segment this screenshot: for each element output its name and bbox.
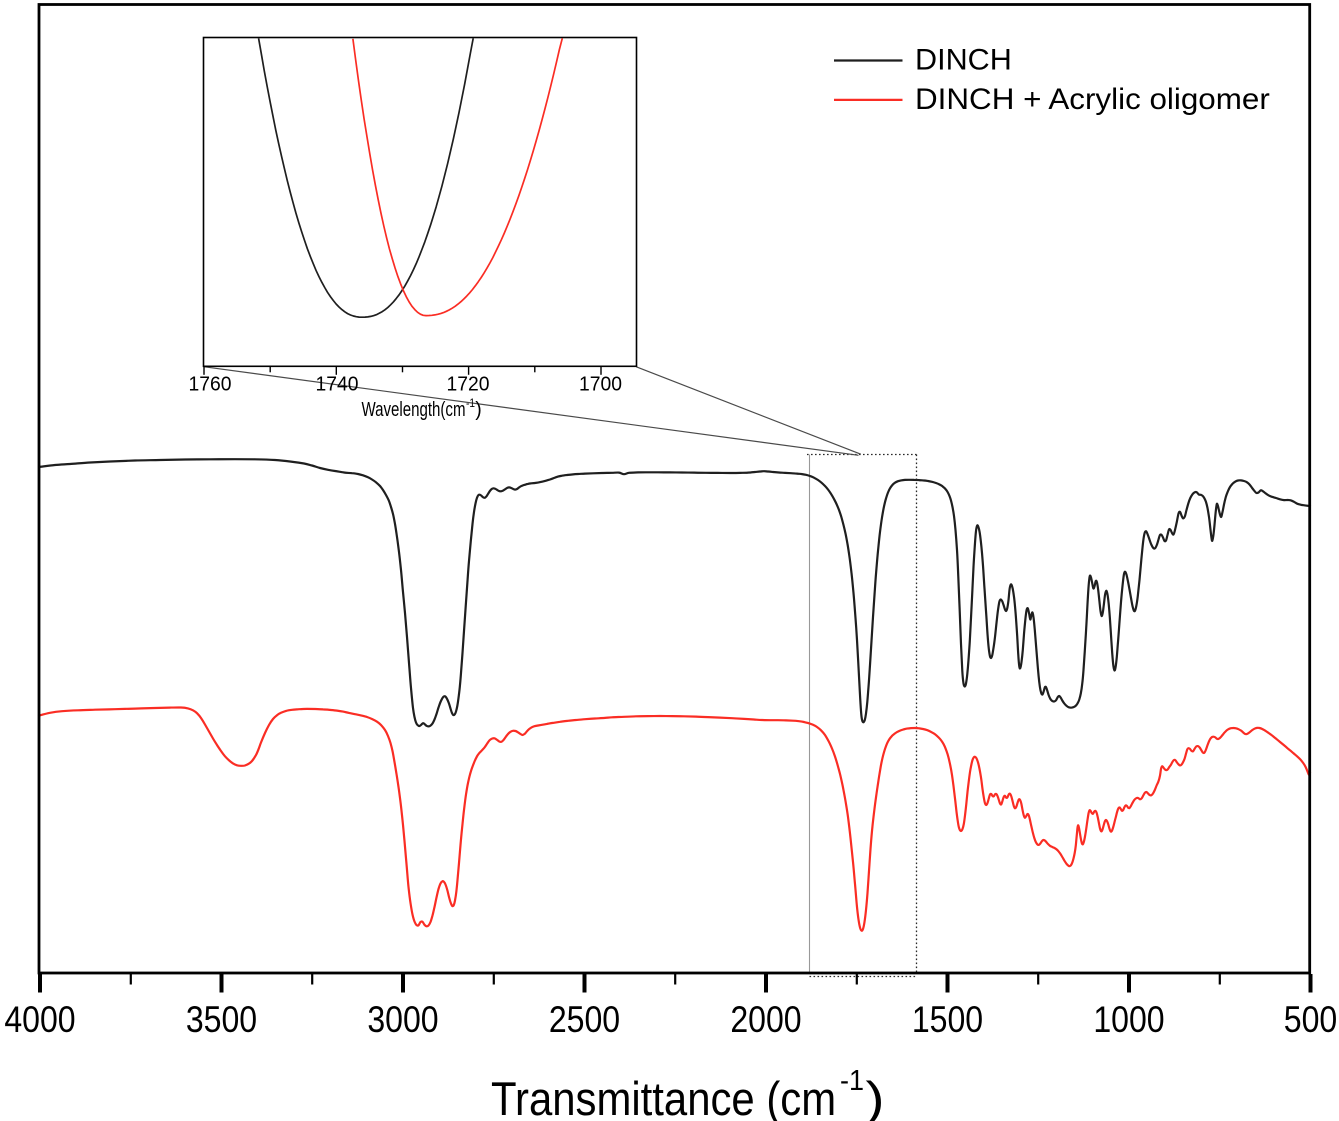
svg-text:3500: 3500 — [186, 998, 257, 1040]
svg-text:-1: -1 — [466, 396, 475, 410]
svg-text:4000: 4000 — [4, 998, 75, 1040]
svg-text:2500: 2500 — [549, 998, 620, 1040]
svg-text:-1: -1 — [840, 1065, 864, 1097]
svg-text:500: 500 — [1284, 998, 1338, 1040]
svg-text:1000: 1000 — [1093, 998, 1164, 1040]
svg-text:): ) — [866, 1073, 885, 1121]
svg-text:3000: 3000 — [367, 998, 438, 1040]
svg-text:Transmittance (cm: Transmittance (cm — [491, 1073, 836, 1121]
svg-text:1700: 1700 — [579, 373, 622, 396]
svg-text:DINCH + Acrylic oligomer: DINCH + Acrylic oligomer — [915, 83, 1270, 116]
svg-text:Wavelength(cm: Wavelength(cm — [362, 399, 466, 421]
svg-text:DINCH: DINCH — [915, 44, 1012, 77]
svg-text:): ) — [475, 399, 482, 421]
svg-text:1760: 1760 — [189, 373, 232, 396]
svg-text:1720: 1720 — [447, 373, 490, 396]
svg-text:2000: 2000 — [730, 998, 801, 1040]
svg-text:1500: 1500 — [912, 998, 983, 1040]
svg-text:1740: 1740 — [316, 373, 359, 396]
